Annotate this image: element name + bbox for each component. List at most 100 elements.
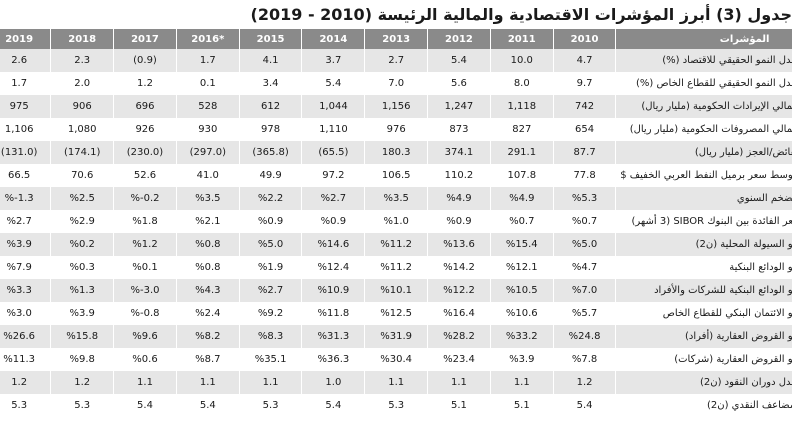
header-row: المؤشرات 2010 2011 2012 2013 2014 2015 *2016 201… (0, 29, 792, 49)
indicator-value-cell: %3.9 (50, 302, 115, 325)
indicator-value-cell: 978 (239, 118, 303, 141)
indicator-value-cell: 2.3 (50, 49, 115, 72)
indicator-value-cell: %10.6 (490, 302, 554, 325)
indicator-value-cell: %11.8 (301, 302, 366, 325)
indicator-value-cell: %2.4 (176, 302, 240, 325)
indicator-value-cell: 1.1 (113, 371, 177, 394)
indicator-value-cell: 5.1 (427, 394, 491, 417)
indicator-value-cell: 5.6 (427, 72, 491, 95)
indicator-value-cell: %11.3 (0, 348, 52, 371)
indicator-value-cell: 107.8 (490, 164, 554, 187)
indicator-value-cell: 1.1 (427, 371, 491, 394)
indicator-value-cell: 873 (427, 118, 491, 141)
indicator-value-cell: %11.2 (364, 256, 429, 279)
indicator-value-cell: 374.1 (427, 141, 491, 164)
table-row: معدل النمو الحقيقي للاقتصاد (%) 4.7 10.0 5.… (0, 49, 792, 72)
indicator-value-cell: 5.3 (239, 394, 303, 417)
indicator-value-cell: 5.1 (490, 394, 554, 417)
indicator-value-cell: %24.8 (553, 325, 617, 348)
table-row: نمو السيولة المحلية (ن2) %5.0 %15.4 %13.6 %1… (0, 233, 792, 256)
indicator-value-cell: %16.4 (427, 302, 491, 325)
indicator-value-cell: %2.5 (50, 187, 115, 210)
indicator-value-cell: %2.7 (239, 279, 303, 302)
indicator-value-cell: 5.4 (553, 394, 617, 417)
indicator-value-cell: %8.7 (176, 348, 240, 371)
indicator-value-cell: 1.2 (50, 371, 115, 394)
indicator-value-cell: %3.3 (0, 279, 52, 302)
indicator-value-cell: %4.9 (427, 187, 491, 210)
indicator-value-cell: (365.8) (239, 141, 303, 164)
year-column-header: 2018 (50, 29, 115, 49)
table-row: نمو القروض العقارية (أفراد) %24.8 %33.2 %28… (0, 325, 792, 348)
indicator-value-cell: 1.1 (490, 371, 554, 394)
table-row: الفائض/العجز (مليار ريال) 87.7 291.1 374.1 1… (0, 141, 792, 164)
indicator-value-cell: 654 (553, 118, 617, 141)
table-row: التضخم السنوي%5.3%4.9%4.9%3.5%2.7%2.2%3.… (0, 187, 792, 210)
indicator-label: نمو القروض العقارية (شركات) (615, 348, 792, 371)
indicator-value-cell: 106.5 (364, 164, 429, 187)
indicator-value-cell: 1.0 (301, 371, 366, 394)
indicator-value-cell: %2.2 (239, 187, 303, 210)
indicator-value-cell: %4.3 (176, 279, 240, 302)
indicator-value-cell: 87.7 (553, 141, 617, 164)
indicator-value-cell: %0.9 (301, 210, 366, 233)
indicator-value-cell: %12.4 (301, 256, 366, 279)
indicator-value-cell: 1,110 (301, 118, 366, 141)
indicator-value-cell: %31.3 (301, 325, 366, 348)
indicator-value-cell: 5.4 (176, 394, 240, 417)
indicator-value-cell: 5.4 (113, 394, 177, 417)
indicator-value-cell: %1.0 (364, 210, 429, 233)
indicator-value-cell: (65.5) (301, 141, 366, 164)
table-row: معدل دوران النقود (ن2)1.21.11.11.11.01.1… (0, 371, 792, 394)
indicator-value-cell: %9.6 (113, 325, 177, 348)
indicator-value-cell: %2.9 (50, 210, 115, 233)
indicator-value-cell: %0.1 (113, 256, 177, 279)
page-title: جدول (3) أبرز المؤشرات الاقتصادية والمال… (250, 5, 792, 24)
indicator-value-cell: 66.5 (0, 164, 52, 187)
indicator-label: سعر الفائدة بين البنوك SIBOR (3 أشهر) (615, 210, 792, 233)
indicator-value-cell: (230.0) (113, 141, 177, 164)
year-column-header: *2016 (176, 29, 240, 49)
indicator-value-cell: %5.0 (239, 233, 303, 256)
table-row: نمو الودائع البنكية%4.7%12.1%14.2%11.2%1… (0, 256, 792, 279)
indicator-label: متوسط سعر برميل النفط العربي الخفيف $ (615, 164, 792, 187)
indicator-value-cell: %1.9 (239, 256, 303, 279)
indicator-value-cell: %30.4 (364, 348, 429, 371)
year-column-header: 2017 (113, 29, 177, 49)
table-row: المضاعف النقدي (ن2)5.45.15.15.35.45.35.4… (0, 394, 792, 417)
indicator-value-cell: 41.0 (176, 164, 240, 187)
indicator-value-cell: 1.7 (176, 49, 240, 72)
indicator-value-cell: %3.0 (0, 302, 52, 325)
indicator-label: إجمالي الإيرادات الحكومية (مليار ريال) (615, 95, 792, 118)
indicator-value-cell: %8.3 (239, 325, 303, 348)
indicator-value-cell: 612 (239, 95, 303, 118)
indicator-value-cell: %0.9 (427, 210, 491, 233)
indicator-value-cell: 1.7 (0, 72, 52, 95)
indicator-value-cell: 2.6 (0, 49, 52, 72)
indicator-value-cell: 97.2 (301, 164, 366, 187)
indicator-value-cell: 2.7 (364, 49, 429, 72)
indicator-value-cell: %1.3 (50, 279, 115, 302)
indicator-value-cell: %9.8 (50, 348, 115, 371)
indicator-value-cell: %-0.2 (113, 187, 177, 210)
year-column-header: 2019 (0, 29, 52, 49)
table-row: معدل النمو الحقيقي للقطاع الخاص (%) 9.7 8.… (0, 72, 792, 95)
indicator-label: نمو الودائع البنكية (615, 256, 792, 279)
indicator-value-cell: 3.4 (239, 72, 303, 95)
indicator-value-cell: %14.6 (301, 233, 366, 256)
table-row: نمو الائتمان البنكي للقطاع الخاص %5.7 %10.… (0, 302, 792, 325)
indicator-value-cell: %13.6 (427, 233, 491, 256)
indicator-value-cell: 180.3 (364, 141, 429, 164)
indicator-value-cell: %4.9 (490, 187, 554, 210)
indicator-label: معدل النمو الحقيقي للقطاع الخاص (%) (615, 72, 792, 95)
indicator-value-cell: (174.1) (50, 141, 115, 164)
indicator-value-cell: 976 (364, 118, 429, 141)
indicator-value-cell: %12.5 (364, 302, 429, 325)
indicator-value-cell: 926 (113, 118, 177, 141)
indicator-value-cell: %23.4 (427, 348, 491, 371)
indicator-value-cell: 110.2 (427, 164, 491, 187)
indicator-value-cell: %-0.8 (113, 302, 177, 325)
indicator-value-cell: 975 (0, 95, 52, 118)
indicator-value-cell: %4.7 (553, 256, 617, 279)
indicator-value-cell: %2.7 (0, 210, 52, 233)
